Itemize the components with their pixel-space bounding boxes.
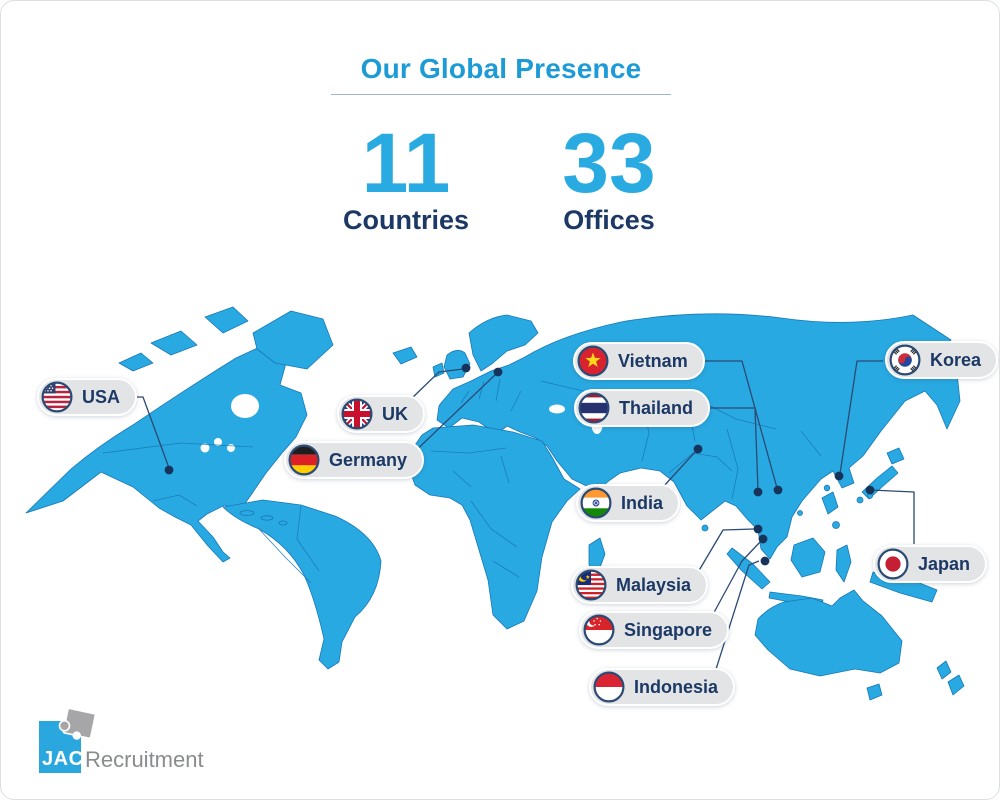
- country-name: Indonesia: [634, 676, 719, 697]
- singapore-flag-icon: [583, 614, 615, 646]
- india-flag-icon: [580, 487, 612, 519]
- indonesia-flag-icon: [593, 671, 625, 703]
- offices-label: Offices: [563, 205, 655, 235]
- country-name: Germany: [329, 449, 408, 470]
- usa-flag-icon: [41, 381, 73, 413]
- country-label-japan: Japan: [873, 545, 988, 583]
- thailand-flag-icon: [578, 392, 610, 424]
- uk-flag-icon: [341, 398, 373, 430]
- landmass-australia: [754, 589, 903, 677]
- germany-flag-icon: [288, 444, 320, 476]
- country-label-indonesia: Indonesia: [589, 668, 736, 706]
- office-dots: [164, 363, 875, 566]
- landmass-eurasia: [436, 313, 961, 560]
- country-label-germany: Germany: [284, 441, 425, 479]
- continents: [25, 306, 965, 701]
- landmass-new-zealand: [936, 660, 952, 680]
- title-underline: [331, 94, 671, 95]
- korea-flag-icon: [889, 344, 921, 376]
- landmass-scandinavia: [468, 314, 539, 372]
- landmass-tasmania: [866, 683, 883, 701]
- landmass-iceland: [392, 346, 418, 365]
- puzzle-piece-icon: [58, 707, 97, 740]
- malaysia-flag-icon: [575, 569, 607, 601]
- landmass-borneo: [790, 537, 826, 578]
- country-label-uk: UK: [337, 395, 425, 433]
- country-name: Thailand: [619, 397, 694, 418]
- country-label-singapore: Singapore: [579, 611, 730, 649]
- country-name: Korea: [930, 349, 982, 370]
- country-label-vietnam: Vietnam: [573, 342, 705, 380]
- landmass-south-america: [222, 499, 382, 670]
- landmass-britain: [443, 350, 471, 380]
- landmass-philippines: [821, 491, 839, 515]
- landmass-africa: [407, 424, 581, 630]
- offices-count: 33: [562, 116, 656, 210]
- vietnam-flag-icon: [577, 345, 609, 377]
- country-label-thailand: Thailand: [574, 389, 711, 427]
- country-name: UK: [382, 403, 408, 424]
- logo-recruitment-text: Recruitment: [85, 747, 204, 772]
- country-label-india: India: [576, 484, 681, 522]
- stat-countries: 11 Countries: [301, 116, 511, 235]
- country-label-usa: USA: [37, 378, 138, 416]
- country-name: Vietnam: [618, 350, 688, 371]
- page-title: Our Global Presence: [360, 53, 642, 84]
- country-name: India: [621, 492, 664, 513]
- jac-recruitment-logo: JAC Recruitment: [39, 707, 299, 781]
- countries-label: Countries: [342, 205, 469, 235]
- landmass-japan: [886, 447, 905, 465]
- landmass-madagascar: [588, 537, 606, 574]
- landmass-greenland: [252, 310, 334, 370]
- country-name: Malaysia: [616, 574, 692, 595]
- landmass-sulawesi: [835, 544, 852, 583]
- jac-logo-mark: JAC: [42, 748, 84, 770]
- country-name: Singapore: [624, 619, 713, 640]
- landmass-ireland: [432, 362, 445, 378]
- japan-flag-icon: [877, 548, 909, 580]
- country-name: Japan: [918, 553, 971, 574]
- countries-count: 11: [361, 116, 451, 210]
- stat-offices: 33 Offices: [504, 116, 714, 235]
- country-name: USA: [82, 386, 121, 407]
- country-label-korea: Korea: [885, 341, 999, 379]
- country-label-malaysia: Malaysia: [571, 566, 709, 604]
